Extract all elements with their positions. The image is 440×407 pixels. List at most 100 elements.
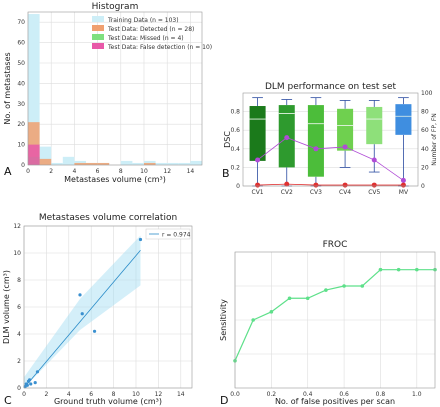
series-point bbox=[400, 177, 406, 183]
x-tick-label: 10 bbox=[140, 168, 148, 175]
plot-frame bbox=[242, 92, 419, 187]
y-tick-label: 0 bbox=[236, 183, 240, 190]
x-tick-label: 0.2 bbox=[267, 391, 277, 398]
box bbox=[395, 104, 412, 135]
scatter-point bbox=[138, 237, 143, 242]
y-axis-label: DSC bbox=[223, 131, 232, 148]
x-tick-label: 4 bbox=[72, 168, 76, 175]
x-tick-label: CV4 bbox=[339, 189, 351, 196]
y-axis-label: Sensitivity bbox=[219, 299, 228, 341]
froc-point bbox=[269, 310, 274, 314]
y-tick-label: 4 bbox=[17, 331, 21, 338]
legend-swatch bbox=[92, 43, 104, 49]
plot-frame bbox=[27, 11, 203, 166]
chart-title: Histogram bbox=[92, 2, 139, 12]
y-tick-label: 50 bbox=[17, 60, 25, 67]
legend-entry: Training Data (n = 103) bbox=[107, 17, 179, 24]
froc-point bbox=[324, 288, 328, 292]
box bbox=[249, 106, 266, 161]
y2-tick-label: 100 bbox=[421, 90, 433, 97]
x-tick-label: 12 bbox=[155, 391, 163, 398]
legend-box bbox=[145, 228, 191, 240]
scatter-point bbox=[80, 312, 84, 316]
histogram-bar bbox=[51, 162, 63, 165]
x-tick-label: 8 bbox=[112, 391, 116, 398]
x-tick-label: CV1 bbox=[252, 189, 264, 196]
series-point bbox=[371, 182, 377, 188]
panel-letter-d: D bbox=[220, 394, 228, 407]
x-tick-label: 6 bbox=[89, 391, 93, 398]
y-axis-label: No. of metastases bbox=[3, 52, 12, 124]
panel-d-froc: 0.0 0.2 0.4 0.6 0.8 1.0 FROC No. of false posit… bbox=[219, 240, 437, 406]
x-tick-label: 8 bbox=[119, 168, 123, 175]
scatter-point bbox=[29, 382, 33, 386]
panel-c-scatter: 0 2 4 6 8 10 12 0 2 4 6 8 10 12 14 Metastases volume co… bbox=[2, 213, 193, 406]
y2-tick-label: 60 bbox=[421, 127, 429, 134]
y-tick-label: 0 bbox=[17, 385, 21, 392]
y-tick-label: 10 bbox=[13, 250, 21, 257]
series-point bbox=[284, 135, 290, 141]
legend-entry: r = 0.974 bbox=[162, 232, 191, 239]
x-tick-label: 1.0 bbox=[412, 391, 422, 398]
y-tick-label: 0 bbox=[21, 162, 25, 169]
panel-a-histogram: 0 10 20 30 40 50 60 70 0 2 4 6 8 10 12 14 Histogram Metas… bbox=[3, 2, 212, 184]
froc-line bbox=[234, 269, 435, 362]
panel-b-boxplot: 0 0.2 0.4 0.6 0.8 0 20 40 60 80 100 CV1 CV2 CV3 CV4 CV5… bbox=[223, 82, 438, 196]
y-tick-label: 8 bbox=[17, 277, 21, 284]
x-tick-label: 6 bbox=[96, 168, 100, 175]
histogram-bar bbox=[28, 144, 40, 165]
histogram-bar bbox=[97, 162, 110, 165]
y-tick-label: 30 bbox=[17, 101, 25, 108]
legend-swatch bbox=[92, 16, 104, 22]
x-tick-label: CV3 bbox=[310, 189, 322, 196]
legend-swatch bbox=[92, 25, 104, 31]
froc-point bbox=[305, 296, 310, 301]
x-tick-label: 0 bbox=[22, 391, 26, 398]
series-point bbox=[255, 182, 261, 188]
y-tick-label: 0.8 bbox=[230, 109, 240, 116]
froc-point bbox=[415, 267, 419, 272]
legend-entry: Test Data: Detected (n = 28) bbox=[107, 26, 194, 33]
scatter-point bbox=[35, 370, 40, 374]
plot-frame bbox=[234, 251, 436, 389]
x-axis-label: Ground truth volume (cm³) bbox=[54, 397, 162, 406]
series-point bbox=[313, 146, 319, 152]
series-point bbox=[342, 182, 348, 188]
y2-tick-label: 0 bbox=[421, 183, 425, 190]
x-tick-label: 10 bbox=[132, 391, 140, 398]
box bbox=[366, 106, 383, 145]
froc-point bbox=[378, 267, 383, 272]
y-tick-label: 6 bbox=[17, 304, 21, 311]
y-tick-label: 60 bbox=[17, 40, 25, 47]
x-tick-label: 0 bbox=[26, 168, 30, 175]
y-tick-label: 70 bbox=[17, 19, 25, 26]
series-point bbox=[400, 182, 406, 188]
panel-letter-a: A bbox=[4, 165, 12, 178]
y-tick-label: 0.2 bbox=[230, 164, 240, 171]
histogram-bar bbox=[39, 158, 52, 165]
y-tick-label: 0.4 bbox=[230, 146, 240, 153]
series-point bbox=[255, 157, 261, 163]
histogram-bar bbox=[62, 156, 75, 165]
y-tick-label: 40 bbox=[17, 80, 25, 87]
plot-frame bbox=[23, 225, 193, 389]
box bbox=[307, 105, 324, 177]
series-point bbox=[371, 157, 377, 163]
histogram-bar bbox=[120, 160, 133, 165]
histogram-bar bbox=[86, 162, 98, 165]
histogram-bar bbox=[144, 162, 156, 165]
series-line bbox=[257, 137, 404, 181]
x-axis-label: Metastases volume (cm³) bbox=[64, 175, 166, 184]
x-tick-label: 0.4 bbox=[303, 391, 313, 398]
x-tick-label: 4 bbox=[67, 391, 71, 398]
series-point bbox=[284, 181, 290, 187]
regression-line bbox=[23, 250, 141, 389]
y-tick-label: 10 bbox=[17, 142, 25, 149]
histogram-bar bbox=[74, 160, 86, 165]
series-point bbox=[313, 182, 319, 188]
y-axis-label: DLM volume (cm³) bbox=[2, 270, 11, 344]
histogram-bar bbox=[144, 160, 156, 165]
histogram-bar bbox=[155, 162, 168, 165]
histogram-bar bbox=[28, 122, 40, 165]
chart-title: Metastases volume correlation bbox=[39, 213, 177, 223]
